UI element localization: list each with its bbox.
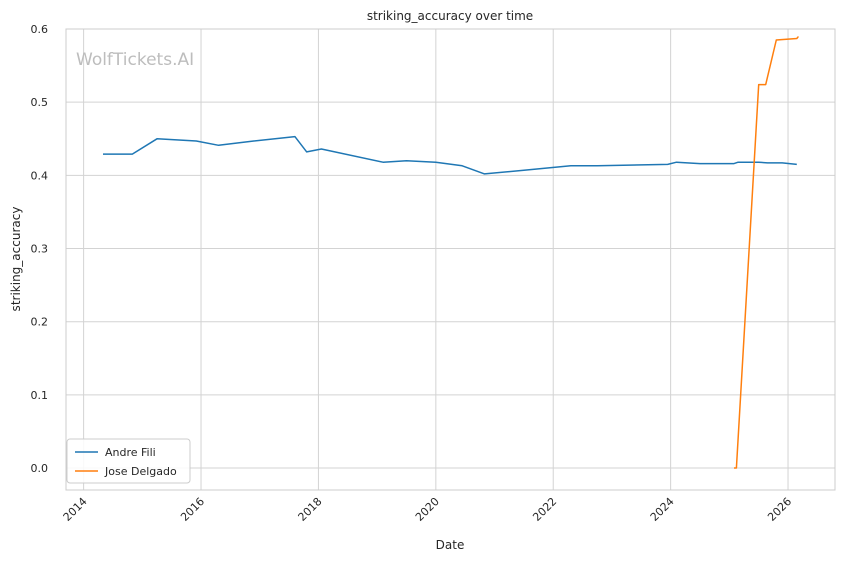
y-tick-label: 0.3 xyxy=(31,243,49,256)
grid xyxy=(66,28,835,490)
y-tick-label: 0.4 xyxy=(31,169,49,182)
legend-label-andre-fili: Andre Fili xyxy=(105,446,156,459)
y-tick-label: 0.5 xyxy=(31,96,49,109)
x-tick-label: 2022 xyxy=(530,495,559,524)
y-tick-label: 0.1 xyxy=(31,389,49,402)
y-tick-label: 0.0 xyxy=(31,462,49,475)
y-tick-labels: 0.0 0.1 0.2 0.3 0.4 0.5 0.6 xyxy=(31,23,49,475)
y-tick-label: 0.2 xyxy=(31,316,49,329)
x-tick-label: 2026 xyxy=(765,495,794,524)
x-tick-label: 2016 xyxy=(178,495,207,524)
chart-title: striking_accuracy over time xyxy=(367,9,533,23)
y-axis-label: striking_accuracy xyxy=(9,207,23,312)
x-tick-label: 2018 xyxy=(296,495,325,524)
x-tick-labels: 2014 2016 2018 2020 2022 2024 2026 xyxy=(61,495,794,524)
series-lines xyxy=(103,36,799,469)
series-line-jose-delgado xyxy=(734,36,799,469)
legend-box xyxy=(66,438,191,484)
legend: Andre Fili Jose Delgado xyxy=(66,438,191,484)
legend-label-jose-delgado: Jose Delgado xyxy=(104,465,177,478)
x-axis-label: Date xyxy=(436,538,465,552)
x-tick-label: 2014 xyxy=(61,495,90,524)
plot-frame xyxy=(65,28,836,491)
x-tick-label: 2020 xyxy=(413,495,442,524)
y-tick-label: 0.6 xyxy=(31,23,49,36)
series-line-andre-fili xyxy=(103,135,797,175)
x-tick-label: 2024 xyxy=(648,495,677,524)
watermark: WolfTickets.AI xyxy=(76,50,194,70)
